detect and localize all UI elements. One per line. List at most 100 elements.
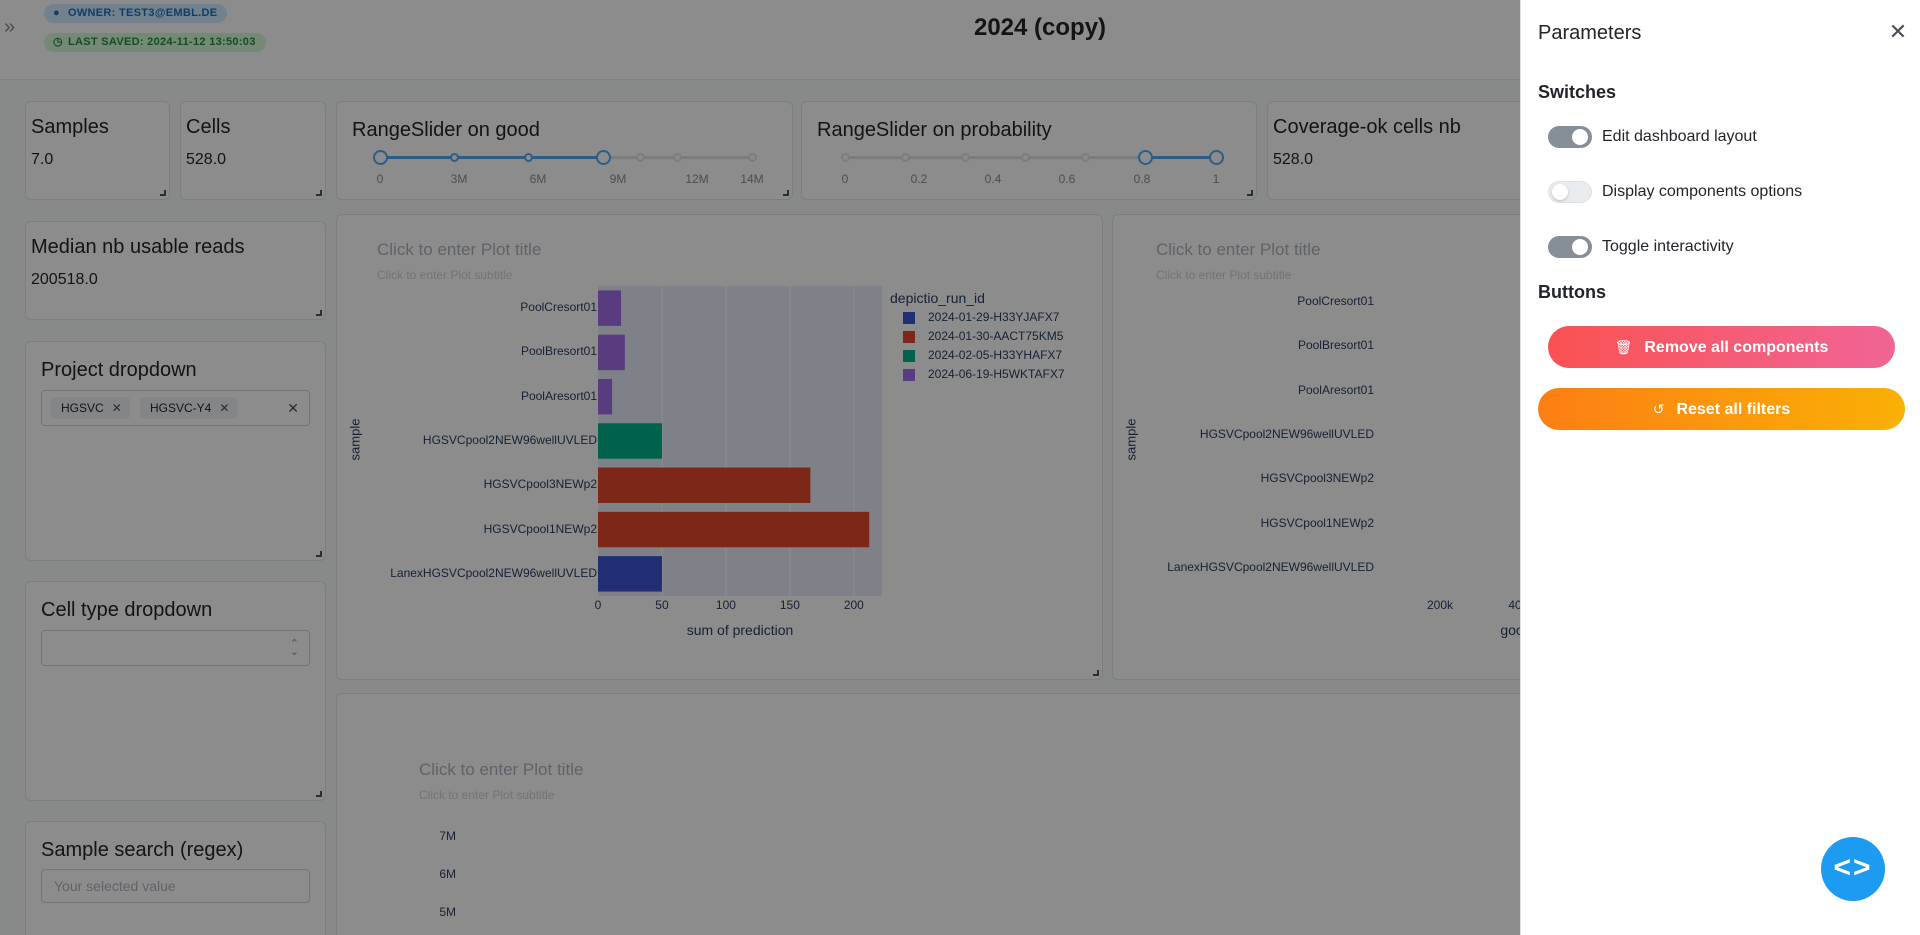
clock-icon: ◷ — [53, 36, 63, 48]
slider-tick-label: 0 — [841, 172, 849, 186]
resize-handle[interactable] — [316, 551, 322, 557]
project-multiselect[interactable]: HGSVC ✕ HGSVC-Y4 ✕ ✕ — [41, 390, 310, 426]
metric-value: 528.0 — [186, 151, 227, 168]
plot-title[interactable]: Click to enter Plot title — [377, 240, 542, 259]
slider-tick-label: 6M — [529, 172, 547, 186]
bar-y-tick: HGSVCpool1NEWp2 — [483, 521, 597, 536]
owner-text: OWNER: TEST3@EMBL.DE — [68, 7, 218, 19]
metric-card-cells[interactable]: Cells 528.0 — [180, 101, 326, 200]
bar-x-tick: 150 — [779, 598, 800, 612]
box-y-tick: LanexHGSVCpool2NEW96wellUVLED — [1167, 559, 1374, 574]
range-slider-good[interactable] — [372, 150, 757, 165]
slider-tick-label: 3M — [450, 172, 468, 186]
range-slider-good-card: RangeSlider on good 0 3M 6M 9M 12M 14M — [336, 101, 793, 200]
switches-section-title: Switches — [1538, 82, 1617, 102]
legend-item[interactable]: 2024-06-19-H5WKTAFX7 — [903, 367, 1065, 381]
edit-layout-switch[interactable] — [1548, 126, 1592, 148]
slider-mark — [1080, 153, 1090, 162]
slider-mark — [635, 153, 645, 162]
resize-handle[interactable] — [316, 310, 322, 316]
scatter-y-tick: 7M — [439, 829, 456, 843]
slider-thumb-min[interactable] — [372, 150, 388, 165]
plot-title[interactable]: Click to enter Plot title — [1156, 240, 1321, 259]
drawer-title: Parameters — [1538, 22, 1642, 44]
remove-pill-icon[interactable]: ✕ — [111, 401, 122, 415]
metric-value: 7.0 — [31, 151, 54, 168]
clear-icon[interactable]: ✕ — [287, 400, 299, 416]
chevron-updown-icon: ⌃ ⌄ — [289, 638, 299, 658]
resize-handle[interactable] — [160, 190, 166, 196]
resize-handle[interactable] — [1247, 190, 1253, 196]
parameters-drawer: Parameters ✕ Switches Edit dashboard lay… — [1520, 0, 1920, 935]
slider-title: RangeSlider on probability — [817, 119, 1052, 141]
box-x-tick: 40 — [1508, 598, 1522, 612]
legend-swatch — [903, 312, 915, 324]
box-y-tick: HGSVCpool3NEWp2 — [1260, 471, 1374, 486]
scatter-y-tick: 6M — [439, 867, 456, 881]
bar-x-tick: 100 — [715, 598, 736, 612]
range-slider-probability[interactable] — [840, 150, 1224, 165]
box-y-tick: PoolCresort01 — [1297, 294, 1374, 309]
cell-type-select[interactable]: ⌃ ⌄ — [41, 630, 310, 666]
legend-label: 2024-06-19-H5WKTAFX7 — [928, 367, 1065, 381]
bar — [598, 423, 662, 459]
metric-card-median-reads[interactable]: Median nb usable reads 200518.0 — [25, 221, 326, 320]
legend-item[interactable]: 2024-02-05-H33YHAFX7 — [903, 348, 1062, 362]
bar-x-tick: 0 — [594, 598, 602, 612]
trash-icon: 🗑 — [1614, 339, 1633, 355]
slider-mark — [747, 153, 757, 162]
plot-subtitle[interactable]: Click to enter Plot subtitle — [419, 788, 555, 802]
legend-title: depictio_run_id — [890, 290, 985, 306]
metric-card-samples[interactable]: Samples 7.0 — [25, 101, 170, 200]
switch-knob — [1572, 129, 1588, 145]
slider-thumb-max[interactable] — [595, 150, 611, 165]
close-icon[interactable]: ✕ — [1888, 19, 1908, 44]
metric-title: Median nb usable reads — [31, 236, 245, 258]
project-pill: HGSVC-Y4 ✕ — [140, 397, 238, 419]
project-pill: HGSVC ✕ — [51, 397, 130, 419]
dashboard-title[interactable]: 2024 (copy) — [973, 14, 1107, 41]
bar-y-tick: PoolBresort01 — [520, 344, 597, 359]
slider-mark — [673, 153, 683, 162]
legend-label: 2024-01-29-H33YJAFX7 — [928, 310, 1060, 324]
switch-label: Edit dashboard layout — [1602, 128, 1757, 145]
bar — [598, 379, 613, 415]
slider-fill — [380, 156, 604, 159]
resize-handle[interactable] — [316, 190, 322, 196]
box-plot-card: Click to enter Plot title Click to enter… — [1112, 214, 1557, 680]
sidebar-toggle-icon[interactable]: » — [4, 16, 16, 38]
slider-tick-label: 0 — [376, 172, 384, 186]
plot-subtitle[interactable]: Click to enter Plot subtitle — [377, 268, 513, 282]
bar — [598, 467, 811, 503]
slider-mark — [1020, 153, 1030, 162]
remove-pill-icon[interactable]: ✕ — [219, 401, 230, 415]
resize-handle[interactable] — [316, 791, 322, 797]
interactivity-switch[interactable] — [1548, 236, 1592, 258]
reset-all-filters-button[interactable]: ↺ Reset all filters — [1538, 388, 1905, 430]
slider-tick-label: 14M — [740, 172, 764, 186]
legend-item[interactable]: 2024-01-29-H33YJAFX7 — [903, 310, 1060, 324]
legend-swatch — [903, 350, 915, 362]
box-x-axis-label: goo — [1500, 622, 1524, 638]
bar-y-tick: LanexHGSVCpool2NEW96wellUVLED — [390, 565, 597, 580]
remove-all-components-button[interactable]: 🗑 Remove all components — [1548, 326, 1895, 368]
slider-thumb-min[interactable] — [1138, 150, 1153, 165]
sample-search-input[interactable] — [41, 869, 310, 903]
bar — [598, 334, 625, 371]
last-saved-badge: ◷ LAST SAVED: 2024-11-12 13:50:03 — [44, 33, 266, 52]
switch-knob — [1552, 184, 1568, 200]
slider-tick-label: 0.2 — [910, 172, 928, 186]
legend-item[interactable]: 2024-01-30-AACT75KM5 — [903, 329, 1063, 343]
box-y-tick: PoolBresort01 — [1297, 338, 1374, 353]
plot-subtitle[interactable]: Click to enter Plot subtitle — [1156, 268, 1292, 282]
resize-handle[interactable] — [783, 190, 789, 196]
plot-title[interactable]: Click to enter Plot title — [419, 760, 584, 779]
slider-thumb-max[interactable] — [1208, 150, 1224, 165]
button-label: Remove all components — [1644, 339, 1829, 356]
metric-card-coverage[interactable]: Coverage-ok cells nb 528.0 — [1267, 101, 1557, 200]
resize-handle[interactable] — [1093, 670, 1099, 676]
display-options-switch[interactable] — [1548, 181, 1592, 203]
metric-title: Cells — [186, 116, 231, 138]
owner-badge: ● OWNER: TEST3@EMBL.DE — [44, 4, 228, 23]
code-icon[interactable]: <> — [1821, 837, 1885, 901]
